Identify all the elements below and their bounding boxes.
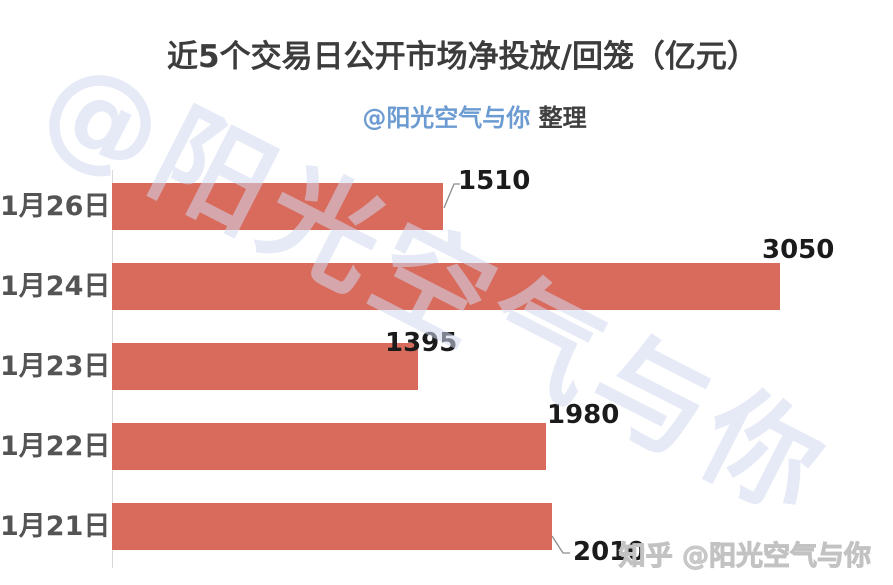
subtitle-suffix: 整理 <box>530 104 587 132</box>
chart-title: 近5个交易日公开市场净投放/回笼（亿元） <box>167 39 758 75</box>
value-label: 1510 <box>458 166 531 196</box>
category-label: 1月22日 <box>0 431 111 462</box>
bar <box>112 343 418 390</box>
category-label: 1月21日 <box>0 511 111 542</box>
category-label: 1月23日 <box>0 351 111 382</box>
category-label: 1月24日 <box>0 271 111 302</box>
chart-subtitle: @阳光空气与你 整理 <box>28 98 893 133</box>
bar <box>112 263 780 310</box>
value-label: 2010 <box>573 537 646 567</box>
subtitle-author-handle: @阳光空气与你 <box>362 104 531 132</box>
value-label: 1395 <box>385 328 458 358</box>
value-label: 1980 <box>547 400 620 430</box>
zhihu-watermark: 知乎 @阳光空气与你 <box>618 541 871 573</box>
value-label: 3050 <box>762 235 835 265</box>
bar <box>112 423 546 470</box>
category-label: 1月26日 <box>0 191 111 222</box>
bar <box>112 183 443 230</box>
bar <box>112 503 552 550</box>
